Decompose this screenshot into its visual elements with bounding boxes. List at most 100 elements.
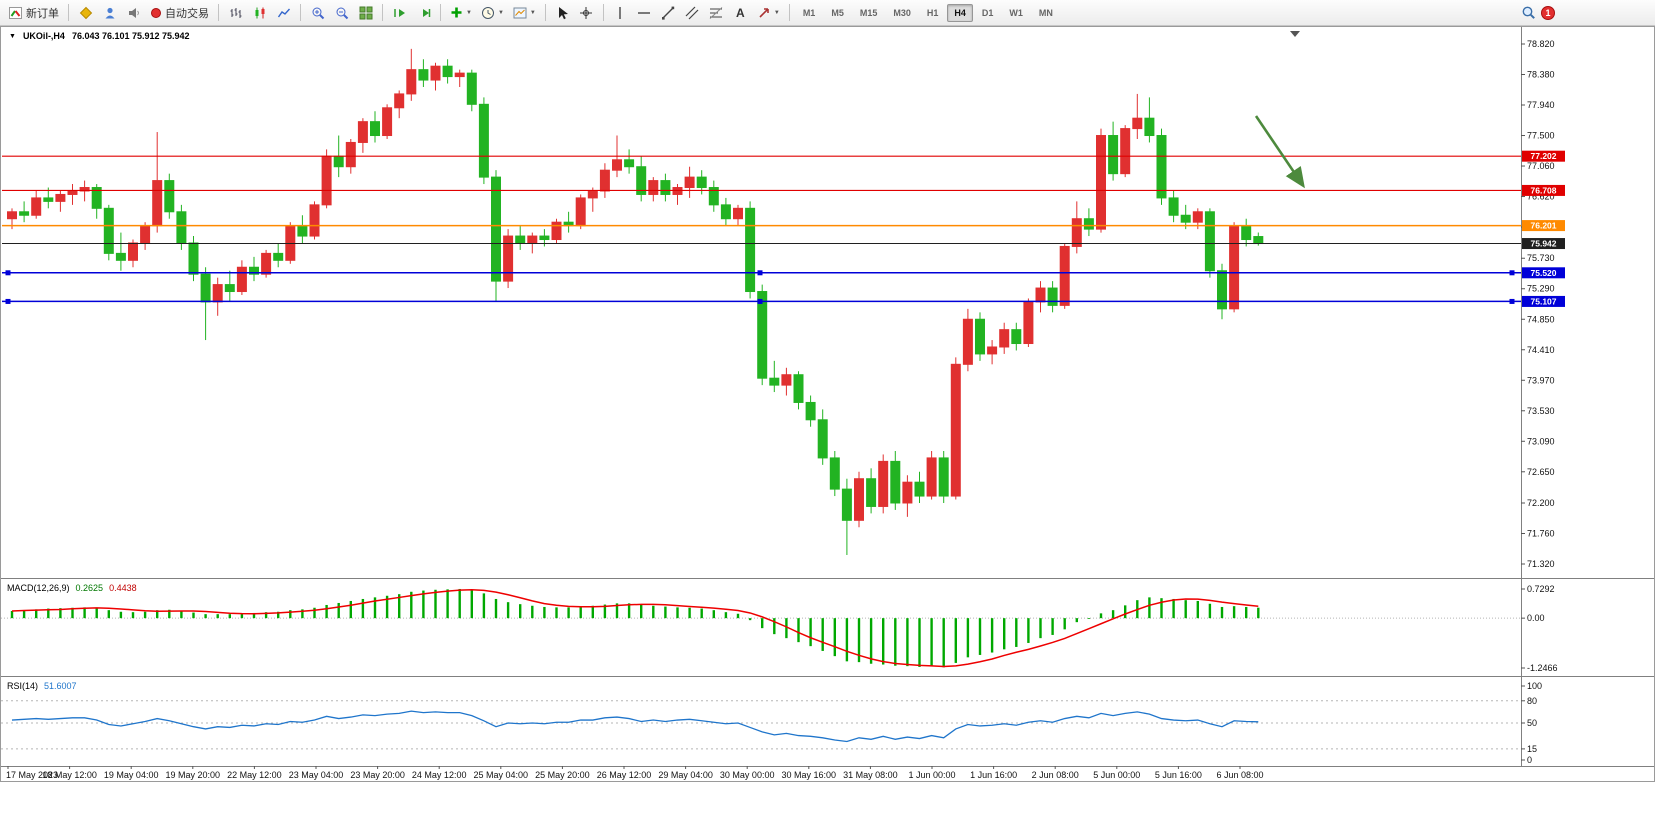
svg-text:71.760: 71.760 bbox=[1527, 528, 1555, 538]
search-button[interactable] bbox=[1517, 2, 1540, 23]
bar-chart-button[interactable] bbox=[224, 2, 247, 23]
one-click-trading-collapse-icon[interactable]: ▼ bbox=[9, 32, 16, 40]
timeframe-h1-button[interactable]: H1 bbox=[926, 7, 939, 18]
tile-windows-icon bbox=[359, 6, 373, 20]
svg-text:77.060: 77.060 bbox=[1527, 161, 1555, 171]
price-tag bbox=[1522, 184, 1565, 196]
chart-shift-icon bbox=[417, 6, 431, 20]
svg-text:19 May 04:00: 19 May 04:00 bbox=[104, 770, 159, 780]
zoom-in-button[interactable] bbox=[306, 2, 329, 23]
price-axis: 78.82078.38077.94077.50077.06076.62076.1… bbox=[1521, 39, 1555, 569]
svg-text:30 May 16:00: 30 May 16:00 bbox=[782, 770, 837, 780]
arrows-tool-icon bbox=[757, 6, 771, 20]
chart-shift-button[interactable] bbox=[412, 2, 435, 23]
auto-trading-button[interactable]: 自动交易 bbox=[146, 2, 213, 23]
svg-text:30 May 00:00: 30 May 00:00 bbox=[720, 770, 775, 780]
trend-arrow-annotation[interactable] bbox=[1254, 115, 1305, 189]
crosshair-button[interactable] bbox=[575, 2, 598, 23]
channel-button[interactable] bbox=[681, 2, 704, 23]
horizontal-price-line[interactable]: 75.107 bbox=[2, 295, 1565, 307]
svg-text:71.320: 71.320 bbox=[1527, 559, 1555, 569]
timeframe-m15-button[interactable]: M15 bbox=[859, 7, 878, 18]
svg-text:76.201: 76.201 bbox=[1531, 221, 1557, 231]
macd-indicator-label: MACD(12,26,9) 0.2625 0.4438 bbox=[7, 583, 137, 593]
chart-title: ▼ UKOil-,H4 76.043 76.101 75.912 75.942 bbox=[7, 31, 192, 41]
svg-text:76.620: 76.620 bbox=[1527, 192, 1555, 202]
symbol-timeframe-label: UKOil-,H4 bbox=[22, 31, 65, 41]
toolbar-separator bbox=[440, 4, 441, 21]
timeframe-m5-button[interactable]: M5 bbox=[831, 7, 844, 18]
horizontal-price-line[interactable]: 76.201 bbox=[2, 220, 1565, 232]
line-chart-button[interactable] bbox=[272, 2, 295, 23]
svg-text:75.942: 75.942 bbox=[1531, 239, 1557, 249]
chart-window: 78.82078.38077.94077.50077.06076.62076.1… bbox=[0, 26, 1655, 782]
svg-text:0.00: 0.00 bbox=[1527, 613, 1545, 623]
svg-text:78.380: 78.380 bbox=[1527, 70, 1555, 80]
macd-main-value: 0.2625 bbox=[75, 583, 104, 593]
trendline-icon bbox=[661, 6, 675, 20]
svg-text:78.820: 78.820 bbox=[1527, 39, 1555, 49]
macd-signal-value: 0.4438 bbox=[109, 583, 137, 593]
svg-text:17 May 2023: 17 May 2023 bbox=[6, 770, 58, 780]
horizontal-line-icon bbox=[637, 7, 651, 19]
cursor-button[interactable] bbox=[551, 2, 574, 23]
fibonacci-button[interactable] bbox=[705, 2, 728, 23]
rsi-pane: 100 80 50 150 bbox=[1, 681, 1542, 765]
svg-text:26 May 12:00: 26 May 12:00 bbox=[597, 770, 652, 780]
toolbar-separator bbox=[382, 4, 383, 21]
timeframe-h4-button[interactable]: H4 bbox=[947, 3, 973, 22]
current-price-line[interactable]: 75.942 bbox=[2, 238, 1565, 250]
auto-scroll-button[interactable] bbox=[388, 2, 411, 23]
horizontal-price-line[interactable]: 75.520 bbox=[2, 267, 1565, 279]
alerts-button[interactable] bbox=[122, 2, 145, 23]
auto-trading-label: 自动交易 bbox=[165, 7, 209, 20]
market-watch-icon bbox=[79, 6, 93, 20]
bar-chart-icon bbox=[229, 6, 243, 20]
candle-chart-button[interactable] bbox=[248, 2, 271, 23]
svg-text:1 Jun 00:00: 1 Jun 00:00 bbox=[908, 770, 955, 780]
alerts-icon bbox=[127, 6, 141, 20]
templates-button[interactable]: ▼ bbox=[509, 2, 540, 23]
toolbar-separator bbox=[602, 4, 604, 21]
timeframe-m1-button[interactable]: M1 bbox=[802, 7, 816, 18]
svg-text:72.200: 72.200 bbox=[1527, 498, 1555, 508]
notification-badge[interactable]: 1 bbox=[1541, 5, 1555, 20]
svg-text:15: 15 bbox=[1527, 744, 1537, 754]
trendline-button[interactable] bbox=[657, 2, 680, 23]
svg-text:73.530: 73.530 bbox=[1527, 406, 1555, 416]
toolbar-separator bbox=[218, 4, 219, 21]
tile-windows-button[interactable] bbox=[354, 2, 377, 23]
svg-text:100: 100 bbox=[1527, 681, 1542, 691]
chart-area[interactable]: 78.82078.38077.94077.50077.06076.62076.1… bbox=[0, 26, 1655, 782]
dropdown-caret-icon: ▼ bbox=[773, 9, 780, 16]
chart-shift-marker-icon[interactable] bbox=[1290, 31, 1300, 37]
new-order-button[interactable]: 新订单 bbox=[4, 2, 63, 23]
zoom-out-button[interactable] bbox=[330, 2, 353, 23]
svg-text:23 May 20:00: 23 May 20:00 bbox=[350, 770, 405, 780]
navigator-button[interactable] bbox=[98, 2, 121, 23]
horizontal-price-line[interactable]: 77.202 bbox=[2, 150, 1565, 162]
arrows-tool-button[interactable]: ▼ bbox=[753, 2, 784, 23]
svg-text:5 Jun 16:00: 5 Jun 16:00 bbox=[1155, 770, 1202, 780]
timeframe-mn-button[interactable]: MN bbox=[1038, 7, 1053, 18]
pane-separators[interactable] bbox=[1, 578, 1654, 767]
svg-text:6 Jun 08:00: 6 Jun 08:00 bbox=[1216, 770, 1263, 780]
macd-pane: 0.7292 0.00 -1.2466 bbox=[1, 584, 1558, 673]
market-watch-button[interactable] bbox=[74, 2, 97, 23]
navigator-icon bbox=[103, 6, 117, 20]
text-tool-button[interactable]: A bbox=[729, 2, 752, 23]
indicators-button[interactable]: ▼ bbox=[446, 2, 476, 23]
horizontal-line-button[interactable] bbox=[633, 2, 656, 23]
svg-text:0.7292: 0.7292 bbox=[1527, 584, 1555, 594]
svg-text:0: 0 bbox=[1527, 755, 1532, 765]
timeframe-d1-button[interactable]: D1 bbox=[981, 7, 994, 18]
svg-text:75.107: 75.107 bbox=[1531, 296, 1557, 306]
timeframe-m30-button[interactable]: M30 bbox=[893, 7, 911, 18]
periods-button[interactable]: ▼ bbox=[477, 2, 508, 23]
svg-text:25 May 20:00: 25 May 20:00 bbox=[535, 770, 590, 780]
timeframe-w1-button[interactable]: W1 bbox=[1009, 7, 1023, 18]
svg-text:2 Jun 08:00: 2 Jun 08:00 bbox=[1032, 770, 1079, 780]
svg-text:77.940: 77.940 bbox=[1527, 100, 1555, 110]
horizontal-price-line[interactable]: 76.708 bbox=[2, 184, 1565, 196]
vertical-line-button[interactable] bbox=[609, 2, 632, 23]
